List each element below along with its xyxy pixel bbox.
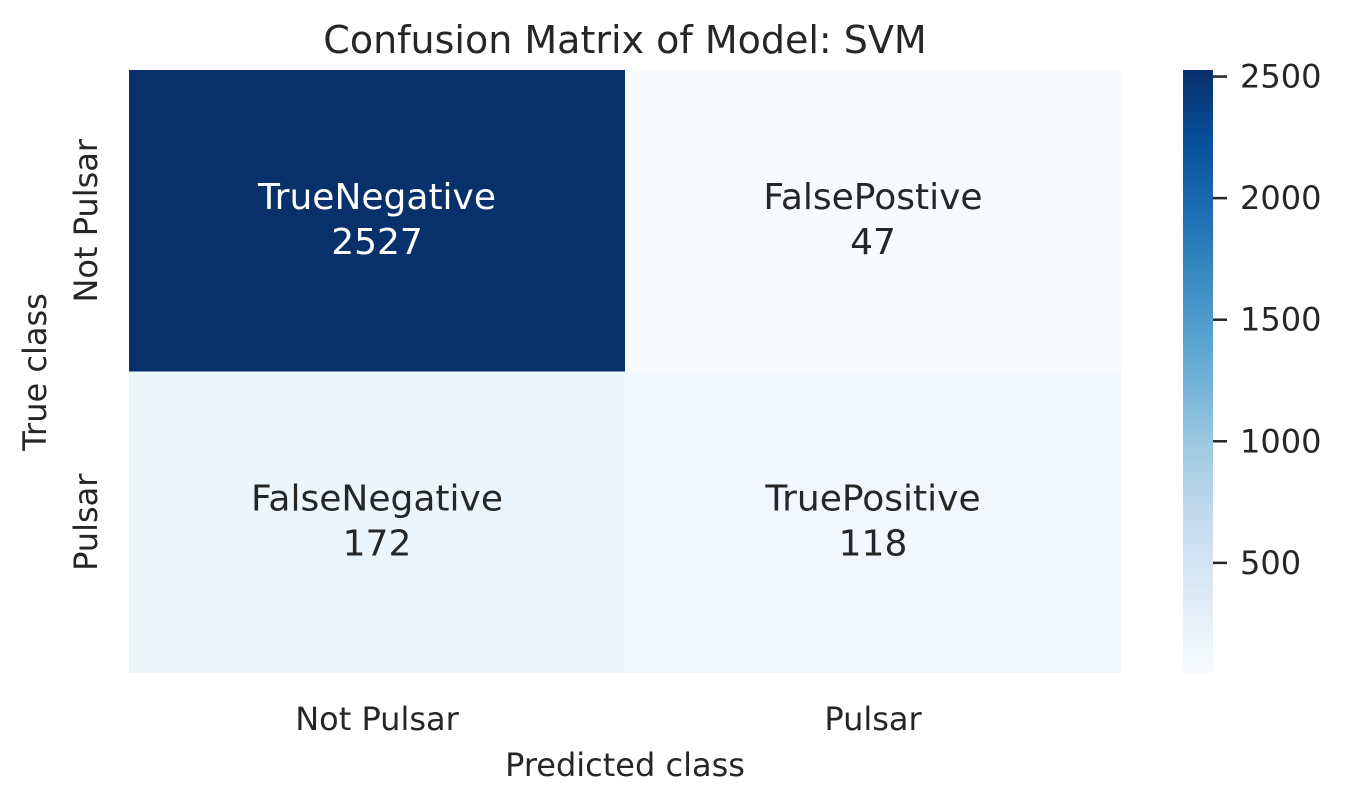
heatmap-cell (129, 70, 625, 372)
y-tick-label: Not Pulsar (67, 138, 105, 302)
y-tick-label: Pulsar (67, 473, 105, 571)
heatmap-cell (625, 371, 1121, 673)
x-tick-label: Pulsar (824, 700, 922, 738)
cell-category-label: TruePositive (764, 478, 980, 519)
heatmap-cell (129, 371, 625, 673)
y-axis-label: True class (16, 293, 54, 452)
heatmap-cell (625, 70, 1121, 372)
cell-category-label: FalseNegative (251, 478, 503, 519)
x-tick-label: Not Pulsar (295, 700, 459, 738)
chart-title: Confusion Matrix of Model: SVM (323, 18, 926, 62)
cell-category-label: FalsePostive (763, 177, 982, 218)
colorbar-tick-label: 1500 (1240, 301, 1321, 339)
colorbar-tick-label: 1000 (1240, 422, 1321, 460)
x-axis-label: Predicted class (505, 746, 745, 784)
colorbar-tick-label: 2500 (1240, 58, 1321, 96)
colorbar-tick-label: 500 (1240, 544, 1301, 582)
y-axis-ticks: Not Pulsar Pulsar (67, 138, 105, 571)
cell-value-label: 47 (850, 222, 896, 263)
cell-value-label: 2527 (331, 222, 423, 263)
cell-category-label: TrueNegative (257, 177, 496, 218)
colorbar-tick-label: 2000 (1240, 179, 1321, 217)
heatmap-cells (129, 70, 1121, 673)
x-axis-ticks: Not Pulsar Pulsar (295, 700, 922, 738)
colorbar (1183, 70, 1213, 673)
cell-value-label: 118 (839, 523, 908, 564)
cell-value-label: 172 (343, 523, 412, 564)
colorbar-ticks: 500 1000 1500 2000 2500 (1213, 58, 1321, 582)
